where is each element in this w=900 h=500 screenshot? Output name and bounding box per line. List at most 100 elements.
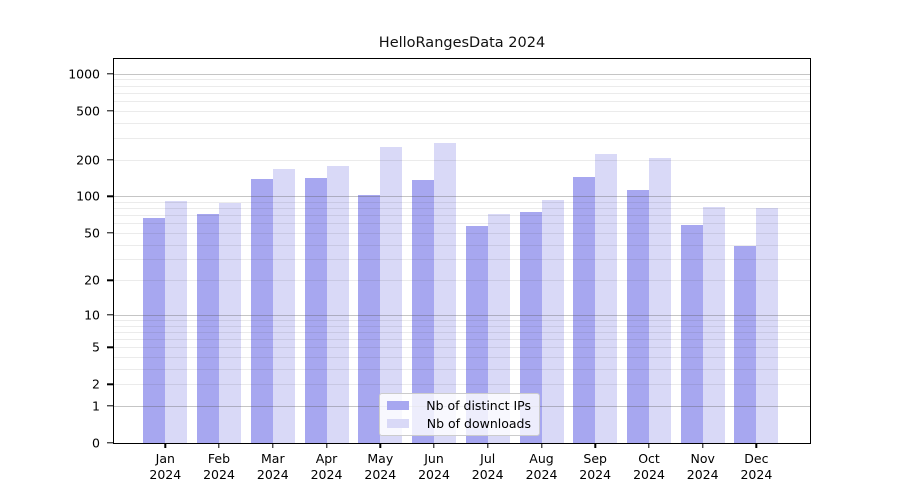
gridline-minor: [114, 208, 810, 210]
x-tick-label-feb: Feb 2024: [203, 451, 235, 482]
legend-label-downloads: Nb of downloads: [426, 416, 531, 431]
y-tick-label: 1: [92, 398, 100, 414]
plot-area: Nb of distinct IPs Nb of downloads: [114, 59, 810, 443]
y-tick-mark: [107, 383, 113, 385]
bar-distinct-ips-aug: [519, 212, 542, 443]
bar-downloads-jan: [165, 201, 188, 443]
x-tick-label-mar: Mar 2024: [256, 451, 289, 482]
bar-downloads-jul: [487, 214, 510, 443]
gridline-minor: [114, 339, 810, 340]
legend: Nb of distinct IPs Nb of downloads: [379, 393, 540, 436]
gridline-major: [114, 196, 810, 198]
bar-downloads-nov: [702, 206, 725, 443]
y-tick-label: 200: [76, 152, 100, 167]
bar-downloads-jun: [434, 143, 456, 443]
gridline-minor: [114, 319, 810, 321]
legend-swatch-distinct-ips: [387, 401, 409, 410]
bar-distinct-ips-oct: [627, 189, 649, 443]
x-tick-mark: [325, 443, 328, 448]
y-tick-mark: [107, 158, 113, 161]
gridline-minor: [114, 92, 810, 94]
y-tick-mark: [107, 109, 113, 112]
x-tick-mark: [379, 443, 381, 448]
x-tick-mark: [540, 443, 543, 448]
bar-distinct-ips-jul: [465, 225, 488, 443]
x-tick-label-sep: Sep 2024: [579, 451, 612, 482]
bar-downloads-feb: [219, 203, 241, 443]
bar-distinct-ips-jun: [412, 179, 434, 443]
x-tick-mark: [594, 443, 596, 448]
x-tick-mark: [218, 443, 220, 448]
gridline-minor: [114, 244, 810, 246]
x-tick-mark: [648, 443, 650, 448]
legend-entry-distinct-ips: Nb of distinct IPs: [380, 398, 539, 413]
x-tick-mark: [755, 443, 758, 448]
x-tick-label-nov: Nov 2024: [686, 451, 719, 482]
y-tick-label: 20: [84, 272, 100, 288]
gridline-minor: [114, 331, 810, 333]
y-tick-mark: [107, 405, 113, 407]
y-tick-label: 50: [84, 225, 100, 241]
gridline-minor: [114, 159, 810, 161]
gridline-minor: [114, 384, 810, 386]
gridline-minor: [114, 79, 810, 81]
bar-downloads-aug: [541, 199, 564, 443]
bar-downloads-oct: [649, 157, 671, 443]
x-tick-mark: [433, 443, 435, 448]
y-tick-mark: [107, 314, 113, 316]
legend-swatch-downloads: [387, 419, 409, 428]
x-tick-label-jan: Jan 2024: [149, 451, 182, 482]
gridline-minor: [114, 357, 810, 358]
bars-layer: [114, 59, 810, 443]
gridline-major: [114, 73, 810, 75]
bar-distinct-ips-sep: [573, 177, 596, 443]
x-tick-label-jun: Jun 2024: [418, 451, 450, 482]
x-tick-label-dec: Dec 2024: [740, 451, 773, 482]
y-tick-mark: [107, 279, 113, 281]
bar-downloads-apr: [326, 166, 349, 443]
x-tick-label-may: May 2024: [364, 451, 397, 482]
bar-downloads-sep: [595, 153, 618, 443]
gridline-minor: [114, 347, 810, 349]
y-tick-label: 0: [92, 435, 100, 451]
gridline-minor: [114, 100, 810, 102]
y-tick-mark: [107, 232, 113, 234]
y-tick-label: 100: [76, 188, 100, 204]
bar-distinct-ips-jan: [143, 218, 166, 443]
x-tick-mark: [486, 443, 489, 448]
bar-distinct-ips-dec: [734, 245, 757, 443]
x-tick-mark: [272, 443, 274, 448]
legend-label-distinct-ips: Nb of distinct IPs: [426, 398, 531, 413]
x-tick-label-jul: Jul 2024: [471, 451, 504, 482]
gridline-minor: [114, 259, 810, 261]
bar-distinct-ips-mar: [250, 178, 273, 443]
x-tick-label-aug: Aug 2024: [525, 451, 558, 482]
grid-layer: [114, 59, 810, 443]
bar-downloads-may: [380, 147, 403, 443]
x-tick-label-apr: Apr 2024: [310, 451, 343, 482]
y-tick-mark: [107, 72, 113, 75]
gridline-minor: [114, 232, 810, 234]
gridline-minor: [114, 110, 810, 112]
bar-distinct-ips-nov: [680, 225, 703, 443]
bar-downloads-dec: [756, 208, 779, 443]
gridline-minor: [114, 325, 810, 327]
gridline-minor: [114, 122, 810, 124]
y-tick-label: 1000: [68, 66, 100, 82]
gridline-minor: [114, 223, 810, 225]
y-tick-label: 2: [92, 376, 100, 392]
y-tick-mark: [107, 195, 113, 197]
gridline-minor: [114, 85, 810, 87]
gridline-minor: [114, 137, 810, 139]
x-tick-label-oct: Oct 2024: [633, 451, 665, 482]
gridline-minor: [114, 201, 810, 203]
chart-title: HelloRangesData 2024: [378, 35, 546, 51]
gridline-minor: [114, 215, 810, 217]
bar-distinct-ips-apr: [304, 177, 327, 443]
legend-entry-downloads: Nb of downloads: [380, 416, 539, 431]
y-tick-label: 5: [92, 339, 100, 355]
gridline-minor: [114, 280, 810, 282]
y-tick-label: 500: [76, 103, 100, 119]
bar-distinct-ips-feb: [197, 213, 219, 443]
